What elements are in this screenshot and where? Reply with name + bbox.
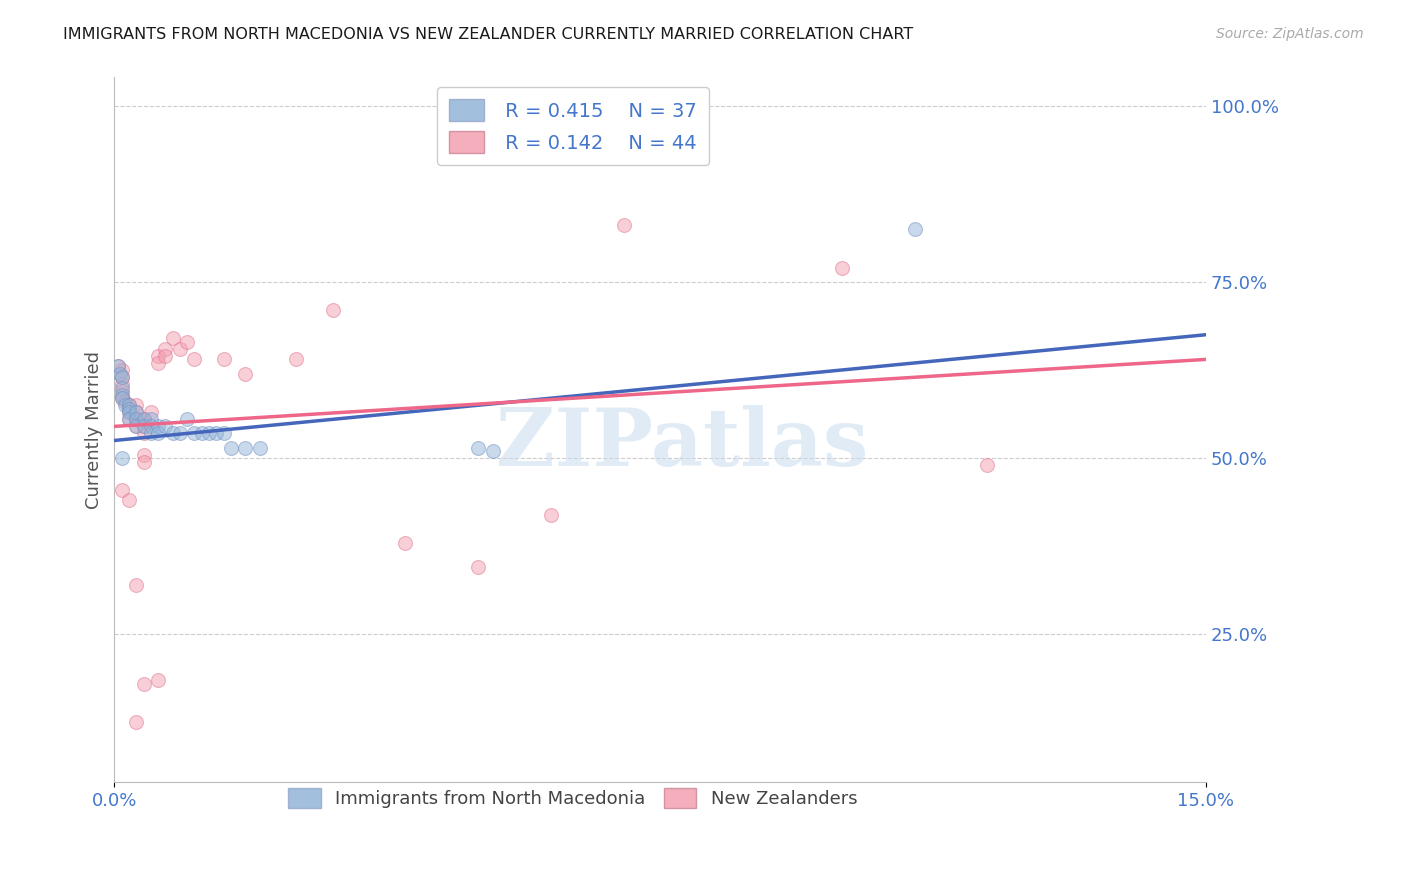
Point [132, 419, 155, 434]
Point [111, 451, 134, 466]
Legend: Immigrants from North Macedonia, New Zealanders: Immigrants from North Macedonia, New Zea… [281, 780, 865, 815]
Point [155, 349, 177, 363]
Point [111, 384, 134, 398]
Point [467, 441, 489, 455]
Point [176, 334, 198, 349]
Point [132, 455, 155, 469]
Point [155, 419, 177, 434]
Point [118, 401, 141, 416]
Point [176, 412, 198, 426]
Point [212, 352, 235, 367]
Point [394, 535, 416, 549]
Point [114, 394, 136, 409]
Point [540, 508, 562, 522]
Point [118, 412, 141, 426]
Point [132, 448, 155, 462]
Point [118, 493, 141, 508]
Point [831, 260, 853, 275]
Point [190, 426, 212, 441]
Point [904, 222, 927, 236]
Point [613, 219, 636, 233]
Point [132, 426, 155, 441]
Point [118, 405, 141, 419]
Point [183, 352, 205, 367]
Point [235, 367, 257, 381]
Point [139, 412, 162, 426]
Point [198, 426, 221, 441]
Point [132, 419, 155, 434]
Point [183, 426, 205, 441]
Point [111, 363, 134, 377]
Point [111, 377, 134, 392]
Text: IMMIGRANTS FROM NORTH MACEDONIA VS NEW ZEALANDER CURRENTLY MARRIED CORRELATION C: IMMIGRANTS FROM NORTH MACEDONIA VS NEW Z… [63, 27, 914, 42]
Point [132, 676, 155, 690]
Point [111, 387, 134, 401]
Point [146, 356, 169, 370]
Point [111, 370, 134, 384]
Point [139, 426, 162, 441]
Point [139, 419, 162, 434]
Point [118, 405, 141, 419]
Point [132, 412, 155, 426]
Point [125, 419, 148, 434]
Point [125, 578, 148, 592]
Point [132, 412, 155, 426]
Point [114, 398, 136, 412]
Text: ZIPatlas: ZIPatlas [496, 405, 868, 483]
Point [139, 405, 162, 419]
Point [125, 715, 148, 730]
Point [146, 673, 169, 688]
Point [118, 398, 141, 412]
Point [205, 426, 228, 441]
Point [146, 426, 169, 441]
Point [111, 391, 134, 405]
Point [146, 349, 169, 363]
Point [107, 359, 129, 374]
Point [118, 398, 141, 412]
Point [976, 458, 998, 472]
Point [111, 483, 134, 497]
Point [118, 412, 141, 426]
Point [219, 441, 242, 455]
Point [125, 405, 148, 419]
Point [322, 303, 344, 318]
Point [125, 412, 148, 426]
Point [111, 391, 134, 405]
Point [146, 419, 169, 434]
Point [235, 441, 257, 455]
Text: Source: ZipAtlas.com: Source: ZipAtlas.com [1216, 27, 1364, 41]
Point [111, 370, 134, 384]
Point [155, 342, 177, 356]
Point [125, 419, 148, 434]
Point [111, 381, 134, 395]
Point [467, 560, 489, 574]
Point [285, 352, 308, 367]
Point [162, 426, 184, 441]
Point [169, 342, 191, 356]
Point [169, 426, 191, 441]
Point [481, 444, 503, 458]
Point [249, 441, 271, 455]
Point [212, 426, 235, 441]
Point [107, 359, 129, 374]
Point [125, 398, 148, 412]
Y-axis label: Currently Married: Currently Married [86, 351, 103, 509]
Point [162, 331, 184, 345]
Point [110, 367, 132, 381]
Point [125, 405, 148, 419]
Point [125, 412, 148, 426]
